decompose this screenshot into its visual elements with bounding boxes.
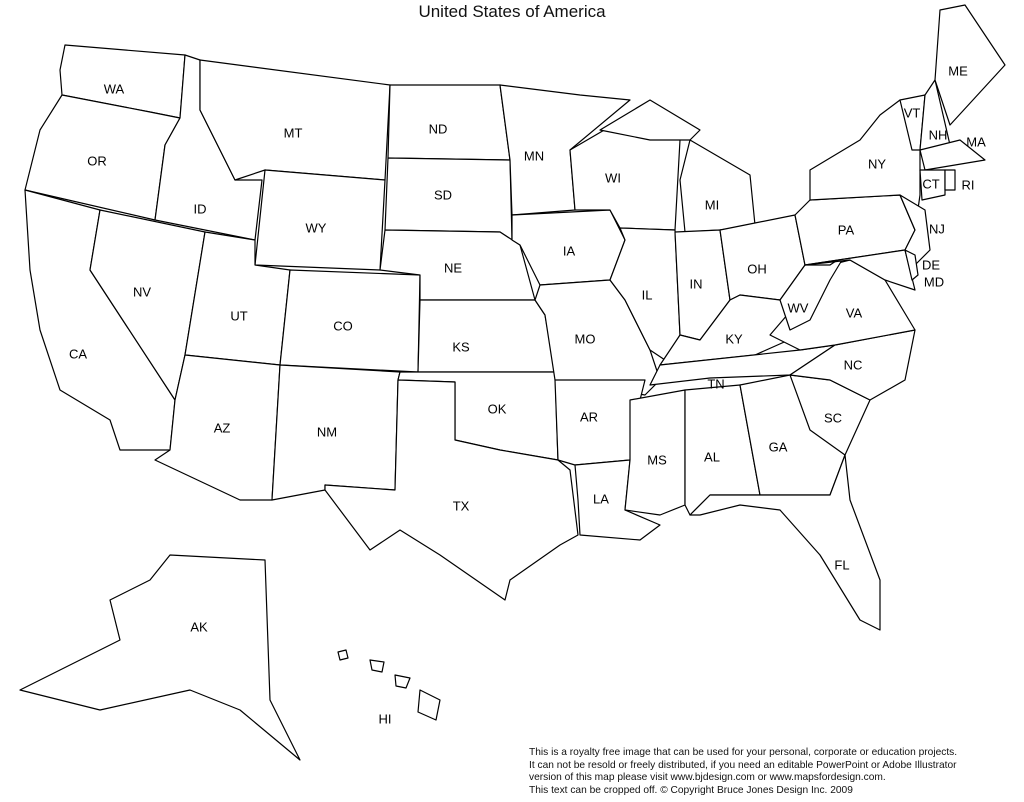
label-ct: CT <box>922 176 939 191</box>
label-wi: WI <box>605 170 621 185</box>
label-nv: NV <box>133 284 151 299</box>
label-md: MD <box>924 274 944 289</box>
state-mi-upper[interactable] <box>599 99 701 141</box>
label-ia: IA <box>563 243 576 258</box>
label-az: AZ <box>214 420 231 435</box>
label-ar: AR <box>580 409 598 424</box>
state-ma[interactable] <box>919 139 986 171</box>
label-sc: SC <box>824 410 842 425</box>
label-oh: OH <box>747 261 767 276</box>
label-tn: TN <box>707 376 724 391</box>
label-wv: WV <box>788 300 809 315</box>
label-ks: KS <box>452 339 470 354</box>
label-hi: HI <box>379 711 392 726</box>
state-ks[interactable] <box>417 299 556 373</box>
notice-line-2: It can not be resold or freely distribut… <box>529 759 957 771</box>
label-me: ME <box>948 63 968 78</box>
state-hi-2[interactable] <box>369 659 385 673</box>
state-fl[interactable] <box>689 454 881 631</box>
label-vt: VT <box>904 105 921 120</box>
state-mi[interactable] <box>679 139 756 233</box>
label-ut: UT <box>230 308 247 323</box>
label-mo: MO <box>575 331 596 346</box>
label-wy: WY <box>306 220 327 235</box>
label-va: VA <box>846 305 863 320</box>
label-mi: MI <box>705 197 719 212</box>
label-in: IN <box>690 276 703 291</box>
state-ri[interactable] <box>944 169 956 191</box>
label-ma: MA <box>966 134 986 149</box>
label-sd: SD <box>434 187 452 202</box>
notice-line-4: This text can be cropped off. © Copyrigh… <box>529 784 853 796</box>
label-mt: MT <box>284 125 303 140</box>
state-me[interactable] <box>934 4 1006 126</box>
label-tx: TX <box>453 498 470 513</box>
label-or: OR <box>87 153 107 168</box>
state-ak[interactable] <box>19 554 301 761</box>
state-de[interactable] <box>904 249 919 281</box>
label-nd: ND <box>429 121 448 136</box>
label-ca: CA <box>69 346 87 361</box>
label-ne: NE <box>444 260 462 275</box>
label-ny: NY <box>868 156 886 171</box>
label-ky: KY <box>725 331 743 346</box>
label-ri: RI <box>962 177 975 192</box>
label-al: AL <box>704 449 720 464</box>
label-id: ID <box>194 201 207 216</box>
label-nm: NM <box>317 424 337 439</box>
label-wa: WA <box>104 81 125 96</box>
state-md[interactable] <box>804 249 916 291</box>
state-tx[interactable] <box>324 379 579 601</box>
label-la: LA <box>593 491 609 506</box>
label-pa: PA <box>838 222 855 237</box>
label-il: IL <box>642 287 653 302</box>
label-de: DE <box>922 257 940 272</box>
label-fl: FL <box>834 557 849 572</box>
label-ms: MS <box>647 452 667 467</box>
label-co: CO <box>333 318 353 333</box>
label-nj: NJ <box>929 221 945 236</box>
copyright-notice: This is a royalty free image that can be… <box>529 747 957 797</box>
state-hi-4[interactable] <box>417 689 441 721</box>
state-mt[interactable] <box>199 59 391 181</box>
label-nh: NH <box>929 127 948 142</box>
label-nc: NC <box>844 357 863 372</box>
map-title: United States of America <box>418 2 606 21</box>
notice-line-3: version of this map please visit www.bjd… <box>529 772 886 784</box>
label-ok: OK <box>488 401 507 416</box>
state-hi-1[interactable] <box>337 649 349 661</box>
label-ak: AK <box>190 619 208 634</box>
notice-line-1: This is a royalty free image that can be… <box>529 747 958 758</box>
state-nd[interactable] <box>387 84 511 161</box>
label-ga: GA <box>769 439 788 454</box>
label-mn: MN <box>524 148 544 163</box>
state-hi-3[interactable] <box>394 674 411 689</box>
state-ct[interactable] <box>919 169 946 201</box>
